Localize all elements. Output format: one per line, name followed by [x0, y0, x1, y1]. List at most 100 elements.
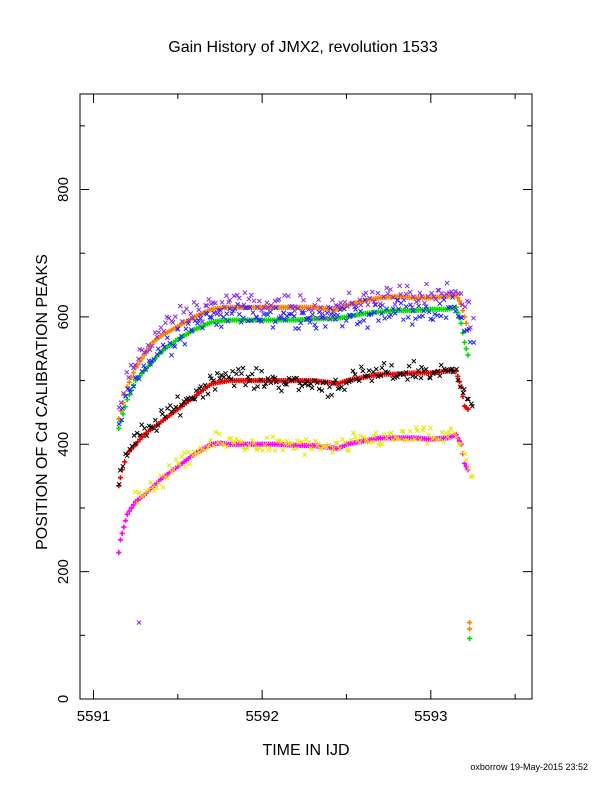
- data-point: [116, 425, 122, 431]
- data-point: [390, 306, 396, 312]
- data-point: [217, 307, 223, 313]
- data-point: [257, 445, 263, 451]
- data-point: [324, 310, 330, 316]
- data-point: [411, 358, 417, 364]
- data-point: [215, 307, 221, 313]
- data-point: [312, 322, 318, 328]
- data-point: [388, 312, 394, 318]
- data-point: [255, 304, 260, 310]
- data-point: [286, 375, 292, 381]
- data-point: [128, 374, 135, 380]
- data-point: [358, 433, 363, 439]
- data-point: [384, 285, 390, 291]
- data-point: [139, 355, 145, 361]
- data-point: [249, 318, 254, 324]
- data-point: [273, 379, 279, 385]
- data-point: [364, 436, 370, 442]
- series-8: [136, 620, 142, 626]
- data-point: [403, 291, 409, 297]
- data-point: [272, 448, 278, 454]
- data-point: [227, 297, 233, 303]
- data-point: [316, 441, 322, 447]
- data-point: [405, 314, 411, 320]
- data-point: [254, 447, 260, 453]
- data-point: [361, 318, 367, 323]
- data-point: [258, 377, 264, 383]
- data-point: [251, 298, 257, 304]
- data-point: [376, 318, 381, 324]
- data-point: [177, 337, 183, 342]
- data-point: [284, 382, 290, 387]
- data-point: [211, 377, 216, 383]
- data-point: [235, 301, 241, 307]
- data-point: [299, 439, 305, 445]
- data-point: [352, 434, 358, 439]
- data-point: [302, 452, 308, 458]
- series-7: [132, 424, 476, 506]
- data-point: [126, 374, 132, 380]
- data-point: [195, 320, 201, 326]
- data-point: [256, 298, 262, 304]
- data-point: [305, 382, 311, 388]
- data-point: [152, 417, 158, 423]
- data-point: [284, 438, 290, 444]
- data-point: [464, 396, 470, 402]
- data-point: [299, 383, 305, 389]
- data-point: [154, 351, 160, 357]
- data-point: [420, 313, 426, 319]
- data-point: [148, 480, 154, 485]
- data-point: [263, 381, 269, 386]
- data-point: [137, 432, 143, 438]
- data-point: [242, 305, 248, 311]
- data-point: [304, 378, 310, 384]
- data-point: [348, 378, 354, 383]
- data-point: [460, 393, 466, 400]
- data-point: [388, 430, 394, 436]
- data-point: [342, 299, 348, 305]
- data-point: [179, 402, 184, 408]
- data-point: [144, 433, 150, 439]
- data-point: [234, 371, 239, 377]
- data-point: [116, 549, 122, 556]
- y-axis-label: POSITION OF Cd CALIBRATION PEAKS: [34, 254, 51, 550]
- x-tick-label: 5592: [245, 708, 278, 725]
- data-point: [320, 314, 326, 320]
- data-point: [273, 305, 279, 311]
- data-point: [136, 356, 141, 362]
- data-point: [167, 403, 173, 408]
- data-point: [193, 388, 199, 394]
- data-point: [205, 445, 211, 451]
- data-point: [389, 362, 394, 368]
- data-point: [330, 445, 336, 451]
- data-point: [158, 349, 164, 355]
- data-point: [445, 434, 451, 440]
- data-point: [316, 386, 322, 392]
- y-axis-ticks: 0 200 400 600 800: [55, 125, 532, 703]
- data-point: [196, 307, 202, 313]
- data-point: [416, 303, 422, 309]
- data-point: [200, 394, 206, 400]
- data-point: [432, 369, 437, 375]
- data-point: [358, 302, 364, 308]
- data-point: [267, 309, 273, 315]
- data-point: [462, 451, 468, 457]
- data-point: [279, 388, 284, 394]
- data-point: [297, 292, 303, 298]
- data-point: [235, 366, 241, 372]
- data-point: [116, 405, 122, 410]
- data-point: [456, 298, 463, 304]
- data-point: [185, 321, 191, 327]
- data-point: [396, 306, 402, 312]
- data-point: [452, 430, 458, 436]
- data-point: [423, 304, 429, 310]
- data-point: [250, 310, 256, 315]
- data-point: [392, 302, 398, 307]
- data-point: [144, 349, 149, 355]
- data-point: [256, 317, 262, 323]
- data-point: [333, 377, 339, 383]
- data-point: [191, 449, 197, 455]
- plot-frame: [79, 93, 533, 700]
- data-point: [138, 494, 144, 500]
- data-point: [245, 374, 251, 380]
